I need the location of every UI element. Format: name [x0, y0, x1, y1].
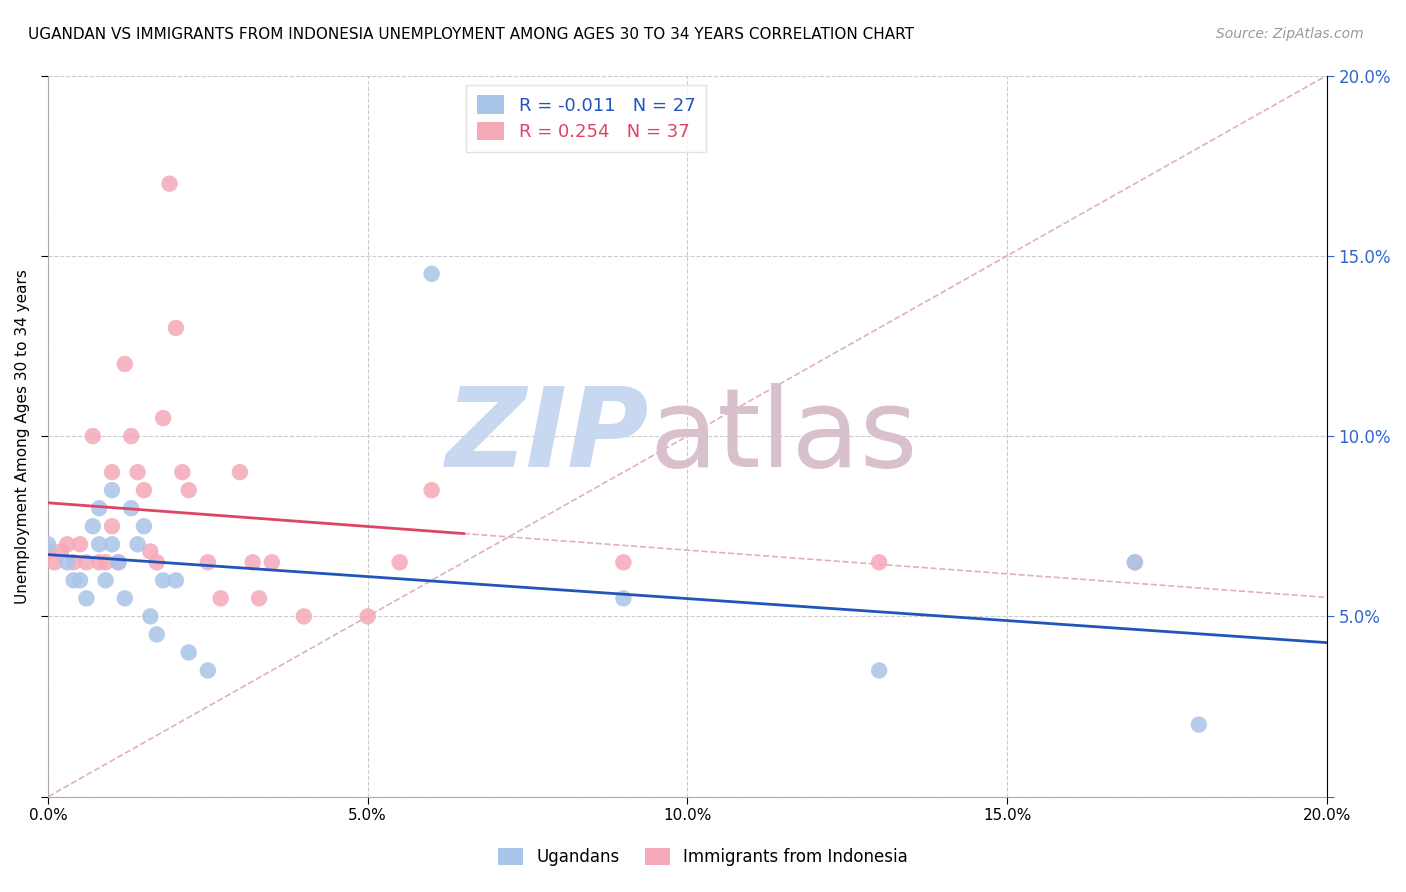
Point: [37, 544, 59, 558]
Point: [139, 544, 162, 558]
Point: [868, 664, 890, 678]
Point: [101, 519, 124, 533]
Point: [49, 544, 72, 558]
Point: [89, 555, 111, 569]
Legend: R = -0.011   N = 27, R = 0.254   N = 37: R = -0.011 N = 27, R = 0.254 N = 37: [467, 85, 706, 153]
Point: [1123, 555, 1146, 569]
Point: [420, 483, 443, 498]
Point: [292, 609, 315, 624]
Text: atlas: atlas: [650, 383, 918, 490]
Point: [229, 465, 252, 479]
Text: UGANDAN VS IMMIGRANTS FROM INDONESIA UNEMPLOYMENT AMONG AGES 30 TO 34 YEARS CORR: UGANDAN VS IMMIGRANTS FROM INDONESIA UNE…: [28, 27, 914, 42]
Point: [145, 555, 167, 569]
Point: [107, 555, 129, 569]
Point: [197, 664, 219, 678]
Point: [94, 555, 117, 569]
Point: [37, 537, 59, 551]
Point: [89, 501, 111, 516]
Point: [1188, 717, 1211, 731]
Point: [209, 591, 232, 606]
Point: [420, 267, 443, 281]
Point: [101, 483, 124, 498]
Point: [260, 555, 283, 569]
Text: ZIP: ZIP: [446, 383, 650, 490]
Point: [165, 321, 187, 335]
Point: [612, 555, 634, 569]
Point: [132, 483, 155, 498]
Y-axis label: Unemployment Among Ages 30 to 34 years: Unemployment Among Ages 30 to 34 years: [15, 268, 30, 604]
Point: [127, 537, 149, 551]
Point: [1123, 555, 1146, 569]
Point: [159, 177, 181, 191]
Point: [69, 537, 91, 551]
Point: [177, 645, 200, 659]
Point: [107, 555, 129, 569]
Point: [94, 574, 117, 588]
Point: [56, 537, 79, 551]
Point: [127, 465, 149, 479]
Point: [197, 555, 219, 569]
Point: [120, 501, 142, 516]
Point: [56, 555, 79, 569]
Point: [89, 537, 111, 551]
Point: [152, 411, 174, 425]
Point: [152, 574, 174, 588]
Point: [114, 591, 136, 606]
Point: [139, 609, 162, 624]
Point: [145, 627, 167, 641]
Point: [114, 357, 136, 371]
Point: [82, 429, 104, 443]
Point: [132, 519, 155, 533]
Point: [247, 591, 270, 606]
Point: [75, 591, 97, 606]
Point: [357, 609, 380, 624]
Point: [69, 574, 91, 588]
Point: [44, 555, 66, 569]
Point: [177, 483, 200, 498]
Point: [165, 574, 187, 588]
Point: [62, 555, 84, 569]
Point: [388, 555, 411, 569]
Point: [101, 465, 124, 479]
Point: [242, 555, 264, 569]
Point: [82, 519, 104, 533]
Legend: Ugandans, Immigrants from Indonesia: Ugandans, Immigrants from Indonesia: [489, 840, 917, 875]
Point: [612, 591, 634, 606]
Point: [868, 555, 890, 569]
Text: Source: ZipAtlas.com: Source: ZipAtlas.com: [1216, 27, 1364, 41]
Point: [120, 429, 142, 443]
Point: [75, 555, 97, 569]
Point: [62, 574, 84, 588]
Point: [101, 537, 124, 551]
Point: [172, 465, 194, 479]
